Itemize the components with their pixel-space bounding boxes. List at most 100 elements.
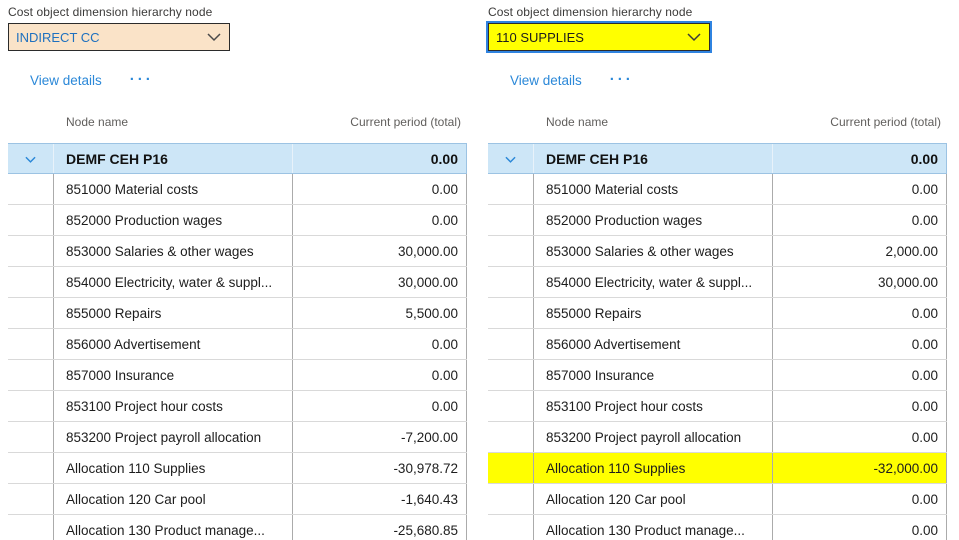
table-row[interactable]: 855000 Repairs 5,500.00 (8, 298, 467, 329)
amount-cell: 0.00 (292, 174, 467, 204)
node-name-cell: 852000 Production wages (53, 205, 292, 235)
node-name-cell: 851000 Material costs (533, 174, 772, 204)
chevron-down-icon (505, 151, 516, 167)
table-row[interactable]: 853200 Project payroll allocation -7,200… (8, 422, 467, 453)
chevron-down-icon (25, 151, 36, 167)
amount-cell: 0.00 (292, 391, 467, 421)
view-details-link[interactable]: View details (510, 72, 582, 88)
row-expander-cell[interactable] (488, 236, 533, 266)
row-expander-cell[interactable] (488, 422, 533, 452)
amount-cell: 0.00 (772, 298, 947, 328)
table-row[interactable]: 855000 Repairs 0.00 (488, 298, 947, 329)
table-row[interactable]: Allocation 110 Supplies -30,978.72 (8, 453, 467, 484)
table-row[interactable]: 851000 Material costs 0.00 (488, 174, 947, 205)
node-name-cell: Allocation 120 Car pool (533, 484, 772, 514)
amount-cell: -30,978.72 (292, 453, 467, 483)
row-expander-cell[interactable] (488, 329, 533, 359)
amount-cell: 0.00 (292, 329, 467, 359)
dimension-node-dropdown[interactable]: INDIRECT CC (8, 23, 230, 51)
node-name-cell: 853000 Salaries & other wages (53, 236, 292, 266)
table-row[interactable]: 853100 Project hour costs 0.00 (8, 391, 467, 422)
amount-cell: -25,680.85 (292, 515, 467, 540)
table-row[interactable]: 857000 Insurance 0.00 (8, 360, 467, 391)
dropdown-selected-value: INDIRECT CC (16, 29, 100, 45)
row-expander-cell[interactable] (488, 515, 533, 540)
amount-cell: 0.00 (772, 329, 947, 359)
node-name-cell: Allocation 110 Supplies (533, 453, 772, 483)
amount-cell: 30,000.00 (292, 267, 467, 297)
row-expander-cell[interactable] (8, 453, 53, 483)
table-row[interactable]: 854000 Electricity, water & suppl... 30,… (488, 267, 947, 298)
current-period-column-header[interactable]: Current period (total) (830, 115, 941, 129)
table-row[interactable]: 856000 Advertisement 0.00 (488, 329, 947, 360)
row-expander-cell[interactable] (488, 298, 533, 328)
row-expander-cell[interactable] (488, 144, 533, 173)
table-row[interactable]: 853000 Salaries & other wages 30,000.00 (8, 236, 467, 267)
amount-cell: -32,000.00 (772, 453, 947, 483)
table-row[interactable]: 857000 Insurance 0.00 (488, 360, 947, 391)
dimension-node-label: Cost object dimension hierarchy node (488, 5, 693, 19)
amount-cell: -1,640.43 (292, 484, 467, 514)
row-expander-cell[interactable] (488, 484, 533, 514)
row-expander-cell[interactable] (8, 329, 53, 359)
row-expander-cell[interactable] (488, 391, 533, 421)
table-row[interactable]: 854000 Electricity, water & suppl... 30,… (8, 267, 467, 298)
more-options-button[interactable]: ··· (129, 71, 154, 88)
row-expander-cell[interactable] (8, 174, 53, 204)
amount-cell: 0.00 (772, 391, 947, 421)
row-expander-cell[interactable] (488, 267, 533, 297)
panel-actions: View details ··· (30, 72, 470, 88)
table-row[interactable]: 852000 Production wages 0.00 (8, 205, 467, 236)
hierarchy-grid: Node name Current period (total) DEMF CE… (8, 110, 467, 540)
current-period-column-header[interactable]: Current period (total) (350, 115, 461, 129)
table-row[interactable]: DEMF CEH P16 0.00 (8, 143, 467, 174)
amount-cell: 0.00 (772, 205, 947, 235)
node-name-cell: 854000 Electricity, water & suppl... (533, 267, 772, 297)
node-name-cell: 853200 Project payroll allocation (53, 422, 292, 452)
row-expander-cell[interactable] (488, 360, 533, 390)
view-details-link[interactable]: View details (30, 72, 102, 88)
row-expander-cell[interactable] (488, 453, 533, 483)
table-row[interactable]: 853100 Project hour costs 0.00 (488, 391, 947, 422)
dimension-node-dropdown[interactable]: 110 SUPPLIES (488, 23, 710, 51)
node-name-cell: Allocation 120 Car pool (53, 484, 292, 514)
node-name-column-header[interactable]: Node name (66, 115, 129, 129)
node-name-cell: DEMF CEH P16 (533, 144, 772, 173)
row-expander-cell[interactable] (488, 174, 533, 204)
more-options-button[interactable]: ··· (609, 71, 634, 88)
amount-cell: -7,200.00 (292, 422, 467, 452)
table-row[interactable]: 852000 Production wages 0.00 (488, 205, 947, 236)
row-expander-cell[interactable] (8, 391, 53, 421)
row-expander-cell[interactable] (8, 298, 53, 328)
amount-cell: 0.00 (292, 144, 467, 173)
node-name-cell: 855000 Repairs (53, 298, 292, 328)
row-expander-cell[interactable] (8, 422, 53, 452)
row-expander-cell[interactable] (488, 205, 533, 235)
table-row[interactable]: 851000 Material costs 0.00 (8, 174, 467, 205)
table-row[interactable]: Allocation 120 Car pool 0.00 (488, 484, 947, 515)
amount-cell: 0.00 (772, 360, 947, 390)
table-row[interactable]: 853000 Salaries & other wages 2,000.00 (488, 236, 947, 267)
amount-cell: 30,000.00 (292, 236, 467, 266)
table-row[interactable]: Allocation 130 Product manage... -25,680… (8, 515, 467, 540)
node-name-cell: 857000 Insurance (533, 360, 772, 390)
table-row[interactable]: 853200 Project payroll allocation 0.00 (488, 422, 947, 453)
amount-cell: 5,500.00 (292, 298, 467, 328)
row-expander-cell[interactable] (8, 236, 53, 266)
table-row[interactable]: Allocation 120 Car pool -1,640.43 (8, 484, 467, 515)
row-expander-cell[interactable] (8, 144, 53, 173)
row-expander-cell[interactable] (8, 360, 53, 390)
table-row[interactable]: DEMF CEH P16 0.00 (488, 143, 947, 174)
node-name-cell: 856000 Advertisement (53, 329, 292, 359)
table-row[interactable]: Allocation 110 Supplies -32,000.00 (488, 453, 947, 484)
node-name-cell: 855000 Repairs (533, 298, 772, 328)
amount-cell: 2,000.00 (772, 236, 947, 266)
row-expander-cell[interactable] (8, 484, 53, 514)
table-row[interactable]: Allocation 130 Product manage... 0.00 (488, 515, 947, 540)
grid-column-headers: Node name Current period (total) (488, 110, 947, 134)
row-expander-cell[interactable] (8, 267, 53, 297)
table-row[interactable]: 856000 Advertisement 0.00 (8, 329, 467, 360)
node-name-column-header[interactable]: Node name (546, 115, 609, 129)
row-expander-cell[interactable] (8, 205, 53, 235)
row-expander-cell[interactable] (8, 515, 53, 540)
